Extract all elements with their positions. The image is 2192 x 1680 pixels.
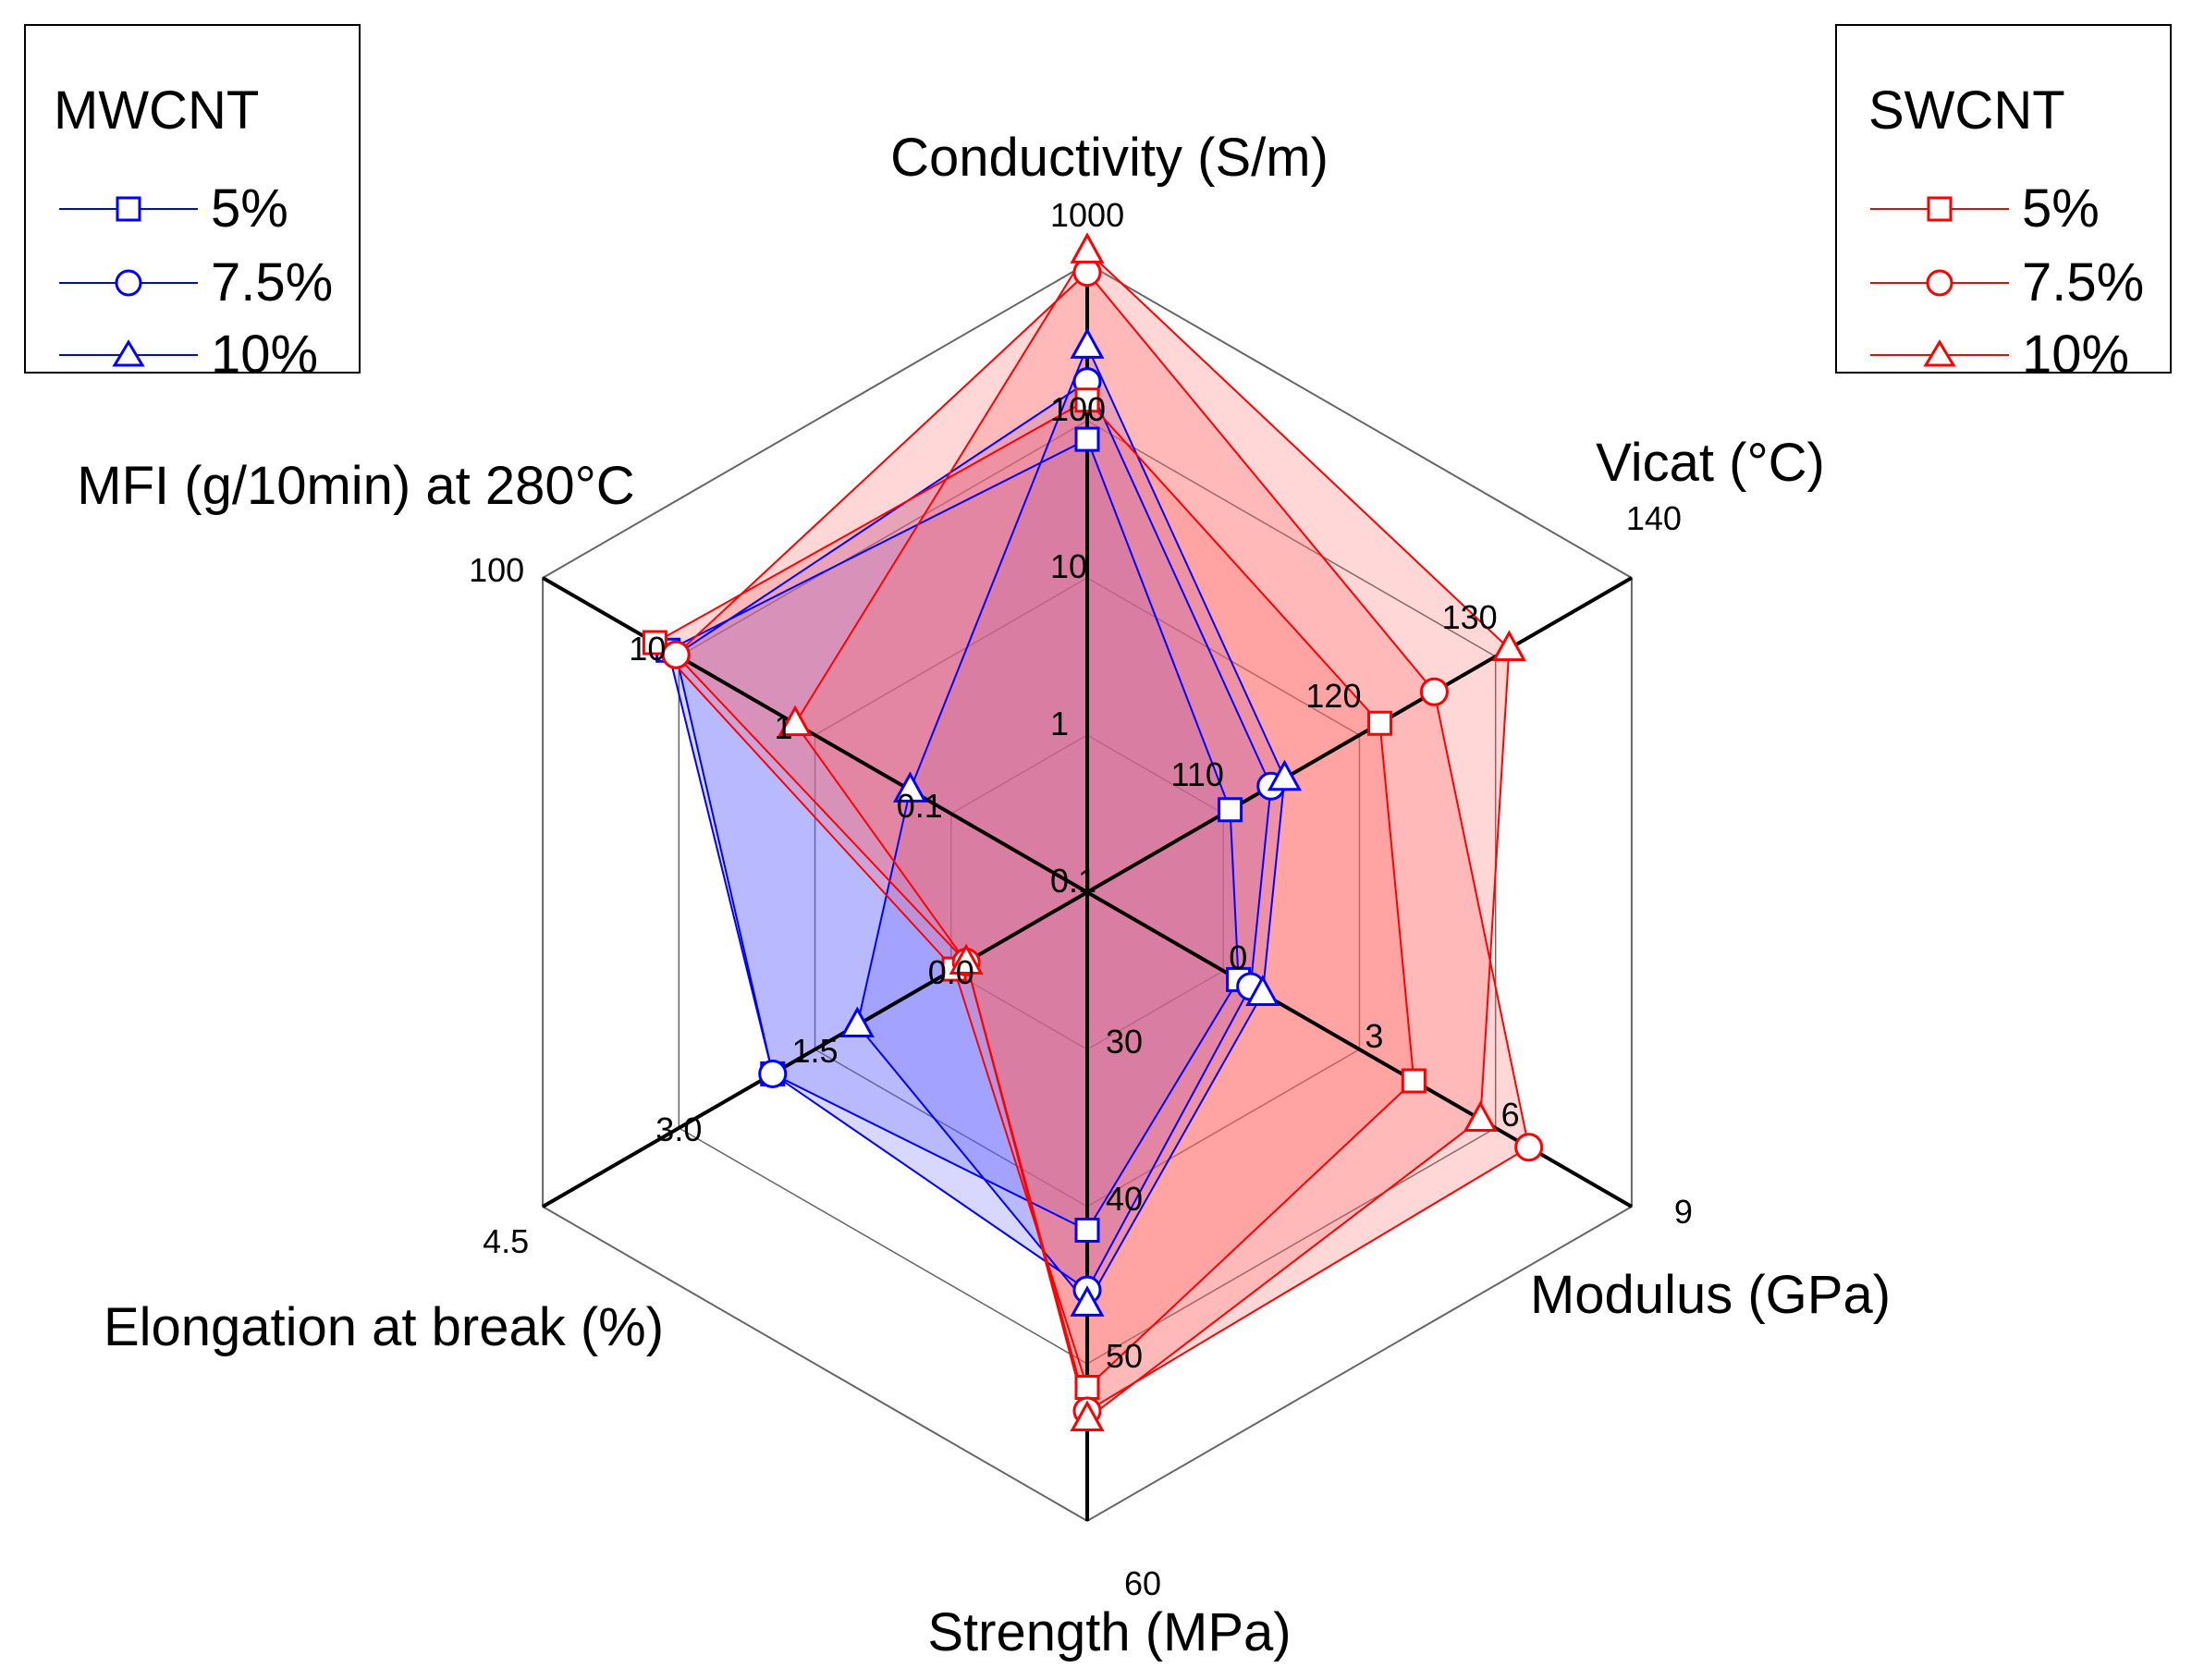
marker-mwcnt-10pct-5: [839, 1006, 875, 1038]
fill-mwcnt-7_5pct: [676, 381, 1271, 1291]
tick-label-axis1-2: 1: [1050, 705, 1069, 742]
marker-swcnt-10pct-3: [1463, 1100, 1498, 1133]
marker-mwcnt-5pct-2: [1218, 797, 1243, 823]
marker-swcnt-5pct-2: [1367, 710, 1393, 736]
tick-label-axis3-2: 3: [1365, 1017, 1383, 1055]
marker-mwcnt-5pct-1: [1074, 426, 1100, 452]
axis-spoke-6: [542, 576, 1088, 894]
axis-title-5: Elongation at break (%): [104, 1297, 664, 1357]
tick-label-axis2-1: 110: [1171, 755, 1224, 793]
tick-label-axis1-5: 1000: [1050, 196, 1124, 234]
legend-swcnt: SWCNT 5% 7.5% 10%: [1835, 24, 2172, 385]
marker-mwcnt-5pct-4: [1074, 1218, 1100, 1243]
legend-swcnt-label-2: 7.5%: [2022, 252, 2145, 313]
marker-mwcnt-10pct-3: [1245, 975, 1280, 1007]
legend-swcnt-label-3: 10%: [2022, 325, 2130, 385]
legend-swcnt-label-1: 5%: [2022, 178, 2100, 239]
marker-swcnt-5pct-3: [1401, 1068, 1427, 1094]
tick-label-axis6-2: 1: [775, 708, 793, 746]
tick-label-axis6-1: 0.1: [897, 787, 943, 825]
tick-label-axis4-4: 60: [1124, 1564, 1161, 1602]
legend-mwcnt-label-1: 5%: [211, 178, 288, 239]
tick-label-axis6-4: 100: [469, 551, 524, 589]
tick-label-axis5-1: 0.0: [928, 953, 974, 991]
legend-mwcnt-label-3: 10%: [211, 325, 319, 385]
tick-label-axis2-2: 120: [1305, 677, 1361, 715]
legend-swcnt-circle-icon: [1870, 269, 2009, 297]
legend-mwcnt-square-icon: [59, 196, 198, 222]
legend-swcnt-square-icon: [1870, 196, 2009, 222]
marker-swcnt-5pct-1: [1074, 387, 1100, 413]
marker-swcnt-10pct-6: [778, 705, 813, 737]
tick-label-axis5-3: 3.0: [655, 1110, 702, 1148]
tick-label-axis3-4: 9: [1674, 1193, 1693, 1231]
marker-swcnt-7_5pct-2: [1419, 677, 1449, 706]
tick-label-axis1-3: 10: [1050, 547, 1087, 585]
axis-titles: Conductivity (S/m) Vicat (°C) Modulus (GPa…: [77, 128, 1891, 1662]
legend-mwcnt-label-2: 7.5%: [211, 252, 334, 313]
tick-label-axis1-1: 0.1: [1050, 862, 1096, 900]
tick-label-axis4-3: 50: [1106, 1337, 1143, 1375]
axis-title-4: Strength (MPa): [927, 1602, 1291, 1662]
tick-label-axis4-1: 30: [1106, 1023, 1143, 1061]
legend-mwcnt-triangle-icon: [59, 339, 198, 367]
marker-swcnt-10pct-5: [949, 943, 984, 975]
legend-swcnt-triangle-icon: [1870, 339, 2009, 367]
tick-labels: 0.111010010001101201301400369304050600.0…: [469, 196, 1693, 1602]
series-fills: [655, 251, 1529, 1419]
fill-mwcnt-5pct: [667, 439, 1239, 1231]
legend-mwcnt-title: MWCNT: [54, 80, 260, 141]
tick-label-axis3-3: 6: [1501, 1096, 1520, 1134]
tick-label-axis2-3: 130: [1442, 598, 1498, 636]
axis-title-2: Vicat (°C): [1596, 433, 1825, 493]
marker-mwcnt-10pct-4: [1070, 1285, 1105, 1317]
marker-mwcnt-7_5pct-5: [758, 1059, 788, 1088]
marker-mwcnt-10pct-1: [1070, 327, 1105, 359]
axis-spoke-2: [1085, 576, 1633, 894]
marker-swcnt-5pct-4: [1074, 1375, 1100, 1400]
tick-label-axis4-2: 40: [1106, 1180, 1143, 1218]
series-markers: [642, 232, 1544, 1431]
marker-swcnt-10pct-1: [1070, 232, 1105, 264]
tick-label-axis5-4: 4.5: [483, 1222, 529, 1260]
tick-label-axis5-2: 1.5: [792, 1032, 839, 1070]
marker-swcnt-5pct-6: [642, 630, 667, 656]
axis-title-1: Conductivity (S/m): [890, 128, 1329, 188]
tick-label-axis2-4: 140: [1626, 499, 1682, 537]
marker-swcnt-10pct-2: [1491, 630, 1526, 661]
tick-label-axis3-1: 0: [1229, 938, 1247, 976]
axis-title-6: MFI (g/10min) at 280°C: [77, 456, 634, 516]
tick-label-axis6-3: 10: [629, 630, 666, 668]
fill-mwcnt-10pct: [857, 346, 1285, 1305]
axis-title-3: Modulus (GPa): [1530, 1265, 1891, 1325]
legend-swcnt-title: SWCNT: [1868, 80, 2065, 141]
marker-swcnt-7_5pct-3: [1514, 1133, 1544, 1162]
tick-label-axis1-4: 100: [1050, 390, 1106, 428]
legend-mwcnt-circle-icon: [59, 269, 198, 297]
marker-swcnt-7_5pct-6: [661, 640, 691, 669]
marker-mwcnt-10pct-6: [892, 771, 927, 803]
legend-mwcnt: MWCNT 5% 7.5% 10%: [24, 24, 361, 385]
fill-swcnt-7_5pct: [676, 272, 1529, 1412]
axis-spoke-5: [542, 890, 1088, 1208]
marker-mwcnt-10pct-2: [1267, 759, 1303, 791]
marker-swcnt-10pct-4: [1070, 1400, 1105, 1431]
fill-swcnt-10pct: [795, 251, 1510, 1419]
